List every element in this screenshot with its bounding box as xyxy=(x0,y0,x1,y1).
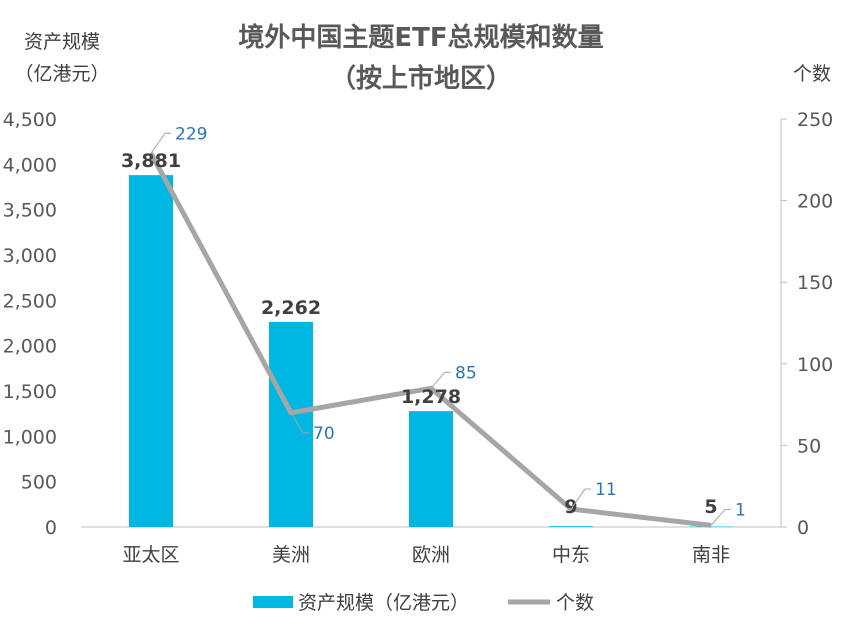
bar xyxy=(549,526,593,527)
left-tick-label: 1,000 xyxy=(3,426,57,448)
leader-line xyxy=(150,132,171,154)
leader-line xyxy=(710,508,731,526)
bar-series xyxy=(129,175,733,527)
right-tick-label: 100 xyxy=(797,354,833,376)
bar-data-label: 9 xyxy=(564,496,577,518)
bar-labels: 3,881 2,262 1,278 9 5 xyxy=(121,150,718,518)
category-labels: 亚太区 美洲 欧洲 中东 南非 xyxy=(122,544,730,566)
left-tick-label: 2,500 xyxy=(3,290,57,312)
right-tick-label: 150 xyxy=(797,272,833,294)
line-data-label: 11 xyxy=(595,480,617,500)
left-tick-label: 0 xyxy=(45,517,57,539)
chart-title: 境外中国主题ETF总规模和数量 xyxy=(238,22,603,53)
line-data-label: 229 xyxy=(175,124,207,144)
right-axis: 0 50 100 150 200 250 xyxy=(781,109,833,539)
left-axis: 0 500 1,000 1,500 2,000 2,500 3,000 3,500 4,000 4… xyxy=(3,109,57,539)
line-data-label: 1 xyxy=(735,500,746,520)
category-label: 中东 xyxy=(552,544,590,566)
bar-data-label: 2,262 xyxy=(261,297,321,319)
left-axis-title-line1: 资产规模 xyxy=(24,31,100,53)
bar-data-label: 1,278 xyxy=(401,386,461,408)
bar-data-label: 5 xyxy=(704,496,717,518)
legend: 资产规模（亿港元） 个数 xyxy=(253,592,594,614)
category-label: 美洲 xyxy=(272,544,310,566)
right-tick-label: 50 xyxy=(797,435,821,457)
left-tick-label: 2,000 xyxy=(3,336,57,358)
bar-data-label: 3,881 xyxy=(121,150,181,172)
chart-subtitle: （按上市地区） xyxy=(330,63,512,94)
leader-line xyxy=(290,412,309,434)
legend-line-label: 个数 xyxy=(556,592,594,614)
right-tick-label: 0 xyxy=(797,517,809,539)
line-data-label: 70 xyxy=(313,424,335,444)
line-data-label: 85 xyxy=(455,363,477,383)
category-label: 南非 xyxy=(692,544,730,566)
right-tick-label: 200 xyxy=(797,191,833,213)
left-tick-label: 3,500 xyxy=(3,200,57,222)
left-tick-label: 3,000 xyxy=(3,245,57,267)
left-tick-label: 500 xyxy=(21,472,57,494)
legend-bar-label: 资产规模（亿港元） xyxy=(298,592,469,614)
left-tick-label: 1,500 xyxy=(3,381,57,403)
right-axis-title: 个数 xyxy=(793,63,831,85)
left-tick-label: 4,000 xyxy=(3,154,57,176)
left-tick-label: 4,500 xyxy=(3,109,57,131)
legend-bar-swatch xyxy=(253,596,293,608)
leader-line xyxy=(430,371,451,389)
category-label: 亚太区 xyxy=(122,544,179,566)
bar xyxy=(129,175,173,527)
right-tick-label: 250 xyxy=(797,109,833,131)
bar xyxy=(409,411,453,527)
bar xyxy=(269,321,313,527)
category-label: 欧洲 xyxy=(412,544,450,566)
leader-line xyxy=(570,488,591,510)
left-axis-title-line2: （亿港元） xyxy=(14,63,109,85)
